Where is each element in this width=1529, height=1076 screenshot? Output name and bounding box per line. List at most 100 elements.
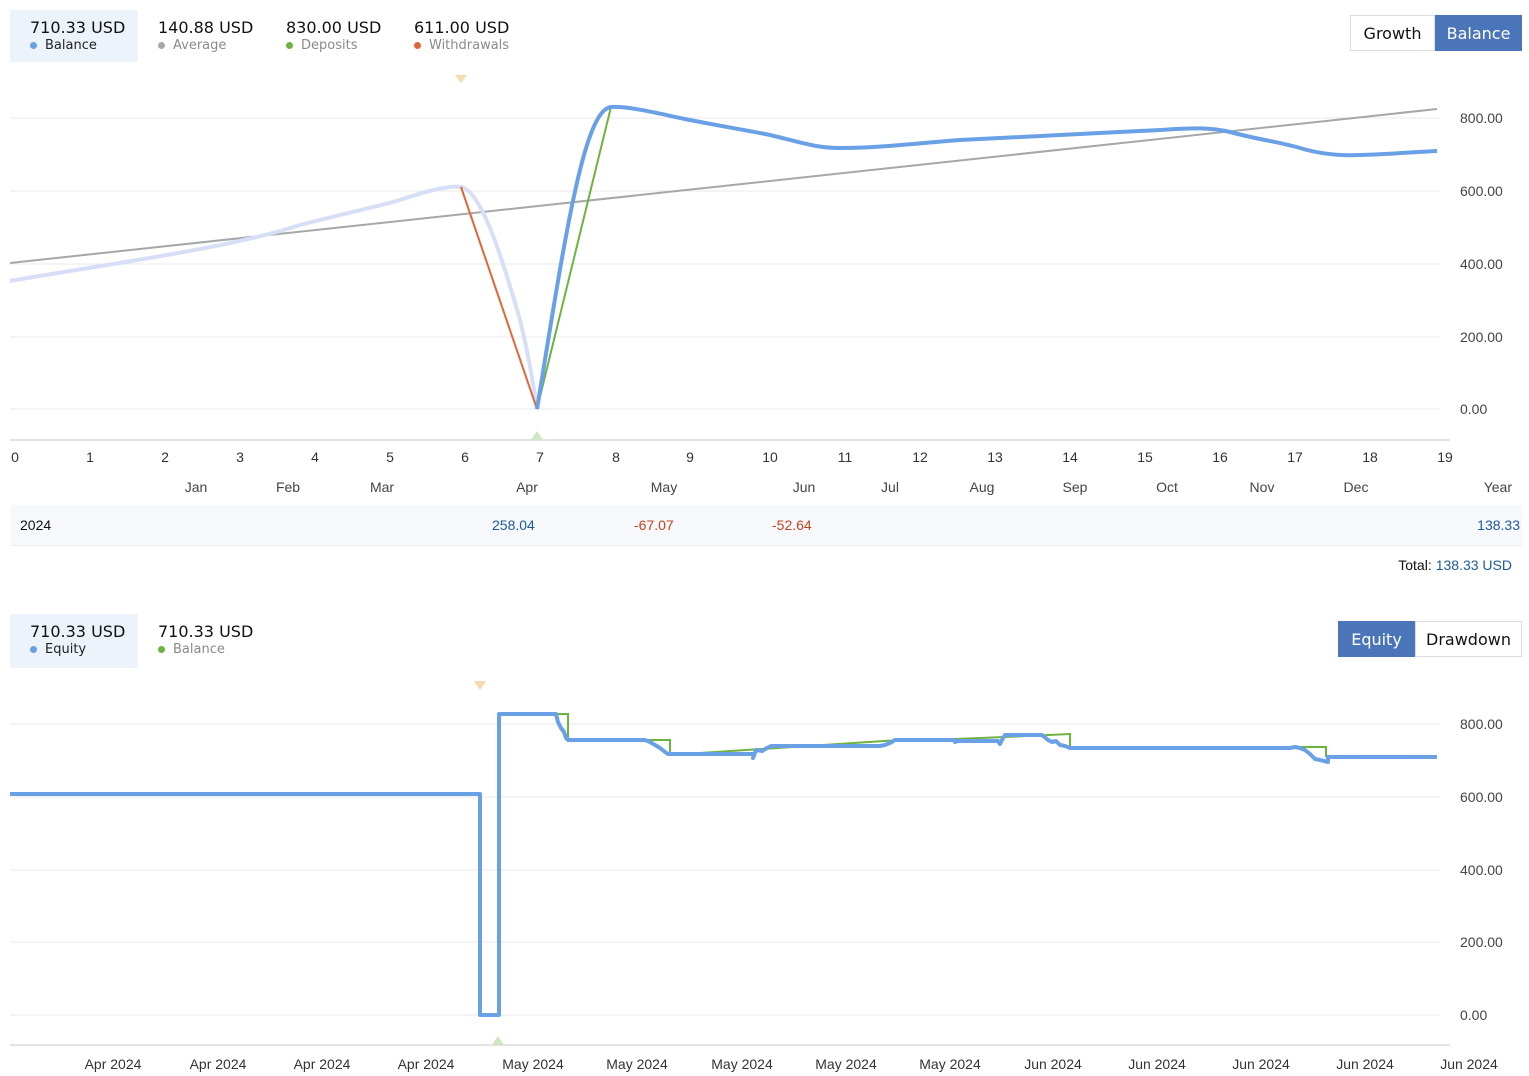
x-tick: Apr 2024	[398, 1056, 455, 1072]
month-label: Jan	[185, 479, 208, 495]
balance-x-axis: 0 1 2 3 4 5 6 7 8 9 10 11 12 13 14 15 16…	[11, 449, 1453, 465]
month-label: Dec	[1344, 479, 1369, 495]
y-tick: 600.00	[1460, 789, 1503, 805]
equity-balance-dot-icon	[158, 646, 165, 653]
balance-step-line	[499, 713, 1327, 757]
deposit-marker-icon[interactable]	[492, 1036, 504, 1045]
legend-equity[interactable]: 710.33 USD Equity	[10, 614, 138, 668]
average-value: 140.88 USD	[158, 18, 254, 37]
deposits-dot-icon	[286, 42, 293, 49]
x-tick: 17	[1287, 449, 1303, 465]
month-label: Sep	[1063, 479, 1088, 495]
y-tick: 800.00	[1460, 716, 1503, 732]
y-tick: 600.00	[1460, 183, 1503, 199]
y-tick: 200.00	[1460, 934, 1503, 950]
x-tick: 7	[536, 449, 544, 465]
legend-deposits[interactable]: 830.00 USD Deposits	[286, 10, 381, 62]
x-tick: 13	[987, 449, 1003, 465]
withdrawal-line	[460, 186, 538, 410]
year-results-row: 2024 258.04 -67.07 -52.64 138.33	[10, 505, 1522, 546]
jun-result: -52.64	[772, 517, 812, 533]
x-tick: Jun 2024	[1128, 1056, 1186, 1072]
x-tick: 4	[311, 449, 319, 465]
month-labels: Jan Feb Mar Apr May Jun Jul Aug Sep Oct …	[185, 479, 1513, 495]
equity-step-line	[10, 712, 1437, 1017]
legend-balance[interactable]: 710.33 USD Balance	[10, 10, 138, 62]
y-tick: 0.00	[1460, 401, 1487, 417]
month-label: Year	[1484, 479, 1513, 495]
month-label: Oct	[1156, 479, 1178, 495]
equity-y-axis: 800.00 600.00 400.00 200.00 0.00	[1460, 716, 1503, 1023]
withdrawal-marker-icon[interactable]	[455, 75, 467, 83]
deposits-label: Deposits	[301, 38, 358, 53]
growth-button[interactable]: Growth	[1350, 15, 1435, 51]
balance-chart: 800.00 600.00 400.00 200.00 0.00 0 1 2 3…	[9, 75, 1513, 495]
month-label: May	[651, 479, 677, 495]
x-tick: 14	[1062, 449, 1078, 465]
month-label: Nov	[1250, 479, 1275, 495]
y-tick: 0.00	[1460, 1007, 1487, 1023]
x-tick: 16	[1212, 449, 1228, 465]
balance-button[interactable]: Balance	[1435, 15, 1522, 51]
drawdown-button[interactable]: Drawdown	[1415, 621, 1522, 657]
equity-value: 710.33 USD	[30, 622, 126, 641]
average-dot-icon	[158, 42, 165, 49]
legend-equity-balance[interactable]: 710.33 USD Balance	[158, 614, 253, 666]
x-tick: Apr 2024	[190, 1056, 247, 1072]
x-tick: Apr 2024	[85, 1056, 142, 1072]
year-label: 2024	[20, 517, 52, 533]
x-tick: 18	[1362, 449, 1378, 465]
equity-balance-value: 710.33 USD	[158, 622, 254, 641]
x-tick: May 2024	[711, 1056, 773, 1072]
x-tick: May 2024	[502, 1056, 564, 1072]
x-tick: 1	[86, 449, 94, 465]
x-tick: Jun 2024	[1440, 1056, 1498, 1072]
month-label: Feb	[276, 479, 300, 495]
withdrawals-value: 611.00 USD	[414, 18, 510, 37]
balance-line	[535, 104, 1438, 410]
withdrawal-marker-icon[interactable]	[474, 681, 486, 690]
y-tick: 400.00	[1460, 862, 1503, 878]
deposit-marker-icon[interactable]	[531, 431, 543, 440]
total-label: Total:	[1398, 557, 1432, 573]
x-tick: 0	[11, 449, 19, 465]
balance-gridlines	[10, 117, 1440, 410]
equity-button[interactable]: Equity	[1338, 621, 1415, 657]
month-label: Mar	[370, 479, 394, 495]
month-label: Aug	[970, 479, 995, 495]
equity-balance-label: Balance	[173, 642, 225, 657]
y-tick: 800.00	[1460, 110, 1503, 126]
deposit-line	[536, 106, 612, 410]
balance-chart-toggle: Growth Balance	[1350, 15, 1522, 51]
x-tick: 9	[686, 449, 694, 465]
x-tick: 8	[612, 449, 620, 465]
x-tick: Apr 2024	[294, 1056, 351, 1072]
equity-gridlines	[10, 723, 1440, 1016]
x-tick: 6	[461, 449, 469, 465]
may-result: -67.07	[634, 517, 674, 533]
month-label: Apr	[516, 479, 538, 495]
withdrawals-dot-icon	[414, 42, 421, 49]
x-tick: 5	[386, 449, 394, 465]
balance-line-history	[9, 184, 539, 410]
y-tick: 400.00	[1460, 256, 1503, 272]
y-tick: 200.00	[1460, 329, 1503, 345]
apr-result: 258.04	[492, 517, 535, 533]
legend-withdrawals[interactable]: 611.00 USD Withdrawals	[414, 10, 509, 62]
total-summary: Total: 138.33 USD	[1398, 557, 1512, 573]
balance-dot-icon	[30, 42, 37, 49]
x-tick: 12	[912, 449, 928, 465]
x-tick: Jun 2024	[1024, 1056, 1082, 1072]
month-label: Jun	[793, 479, 816, 495]
withdrawals-label: Withdrawals	[429, 38, 510, 53]
year-total-result: 138.33	[1477, 517, 1520, 533]
equity-chart-toggle: Equity Drawdown	[1338, 621, 1522, 657]
x-tick: 15	[1137, 449, 1153, 465]
x-tick: May 2024	[815, 1056, 877, 1072]
equity-label: Equity	[45, 642, 87, 657]
x-tick: May 2024	[606, 1056, 668, 1072]
legend-average[interactable]: 140.88 USD Average	[158, 10, 253, 62]
x-tick: Jun 2024	[1336, 1056, 1394, 1072]
balance-label: Balance	[45, 38, 97, 53]
x-tick: 2	[161, 449, 169, 465]
